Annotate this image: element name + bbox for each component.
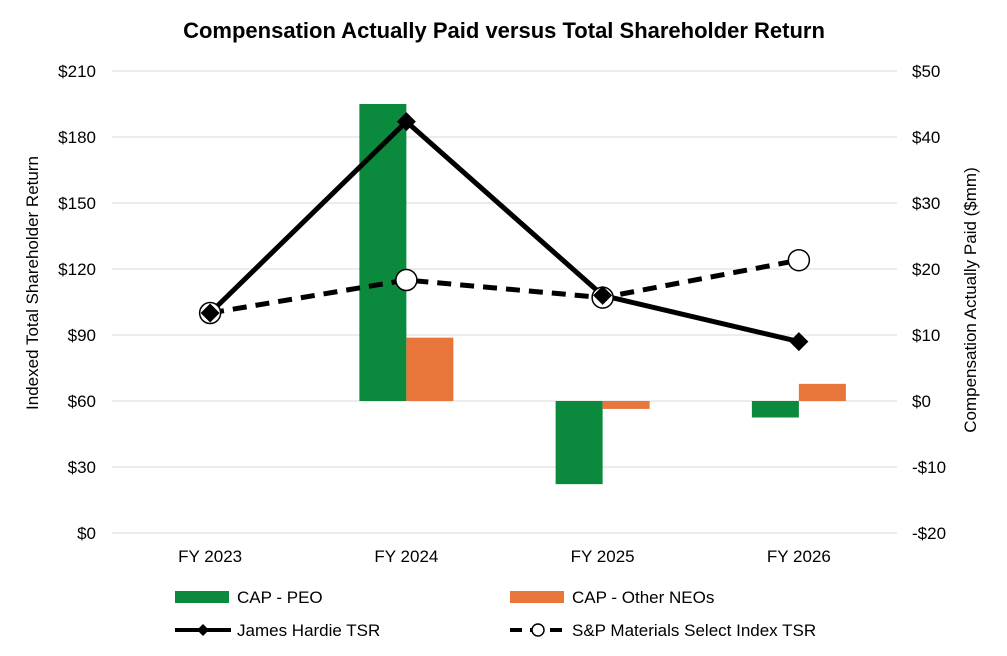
marker-james-hardie-tsr: [789, 332, 809, 352]
legend-label-james-hardie-tsr: James Hardie TSR: [237, 621, 380, 640]
marker-s-p-materials-select-index-tsr: [787, 248, 811, 272]
left-axis-title: Indexed Total Shareholder Return: [23, 156, 42, 410]
legend-label-s-p-materials-select-index-tsr: S&P Materials Select Index TSR: [572, 621, 816, 640]
marker-james-hardie-tsr: [396, 112, 416, 132]
right-tick-label: $30: [912, 194, 940, 213]
line-james-hardie-tsr: [208, 119, 800, 345]
legend: CAP - PEO CAP - Other NEOs James Hardie TS…: [175, 588, 816, 640]
right-axis-ticks: -$20 -$10 $0 $10 $20 $30 $40 $50: [912, 62, 946, 543]
left-tick-label: $150: [58, 194, 96, 213]
legend-swatch-cap-peo: [175, 591, 229, 603]
left-tick-label: $120: [58, 260, 96, 279]
left-tick-label: $90: [68, 326, 96, 345]
right-tick-label: $0: [912, 392, 931, 411]
left-tick-label: $60: [68, 392, 96, 411]
bar-cap-peo: [751, 401, 799, 418]
left-axis-ticks: $0 $30 $60 $90 $120 $150 $180 $210: [58, 62, 96, 543]
x-tick-label: FY 2025: [571, 547, 635, 566]
bar-cap-other-neos: [406, 337, 454, 401]
legend-marker-s-p-materials-select-index-tsr: [531, 623, 545, 637]
right-tick-label: $20: [912, 260, 940, 279]
marker-james-hardie-tsr: [200, 303, 220, 323]
bar-cap-other-neos: [602, 401, 650, 409]
left-tick-label: $0: [77, 524, 96, 543]
left-tick-label: $30: [68, 458, 96, 477]
series-lines: [208, 119, 800, 345]
bars: [359, 104, 846, 485]
x-tick-label: FY 2023: [178, 547, 242, 566]
bar-cap-peo: [555, 401, 603, 485]
legend-swatch-cap-other-neos: [510, 591, 564, 603]
right-tick-label: $50: [912, 62, 940, 81]
right-tick-label: $10: [912, 326, 940, 345]
bar-cap-peo: [359, 104, 407, 401]
right-axis-title: Compensation Actually Paid ($mm): [961, 167, 980, 433]
series-markers: [198, 112, 811, 352]
x-tick-label: FY 2024: [374, 547, 438, 566]
left-tick-label: $180: [58, 128, 96, 147]
right-tick-label: $40: [912, 128, 940, 147]
gridlines: [112, 70, 897, 534]
x-axis-ticks: FY 2023 FY 2024 FY 2025 FY 2026: [178, 547, 831, 566]
marker-james-hardie-tsr: [593, 285, 613, 305]
line-s-p-materials-select-index-tsr: [209, 257, 800, 316]
chart-title: Compensation Actually Paid versus Total …: [183, 18, 825, 43]
legend-label-cap-other-neos: CAP - Other NEOs: [572, 588, 714, 607]
right-tick-label: -$10: [912, 458, 946, 477]
marker-s-p-materials-select-index-tsr: [395, 268, 418, 292]
bar-cap-other-neos: [798, 383, 846, 401]
legend-marker-james-hardie-tsr: [197, 624, 209, 636]
left-tick-label: $210: [58, 62, 96, 81]
right-tick-label: -$20: [912, 524, 946, 543]
legend-label-cap-peo: CAP - PEO: [237, 588, 323, 607]
x-tick-label: FY 2026: [767, 547, 831, 566]
